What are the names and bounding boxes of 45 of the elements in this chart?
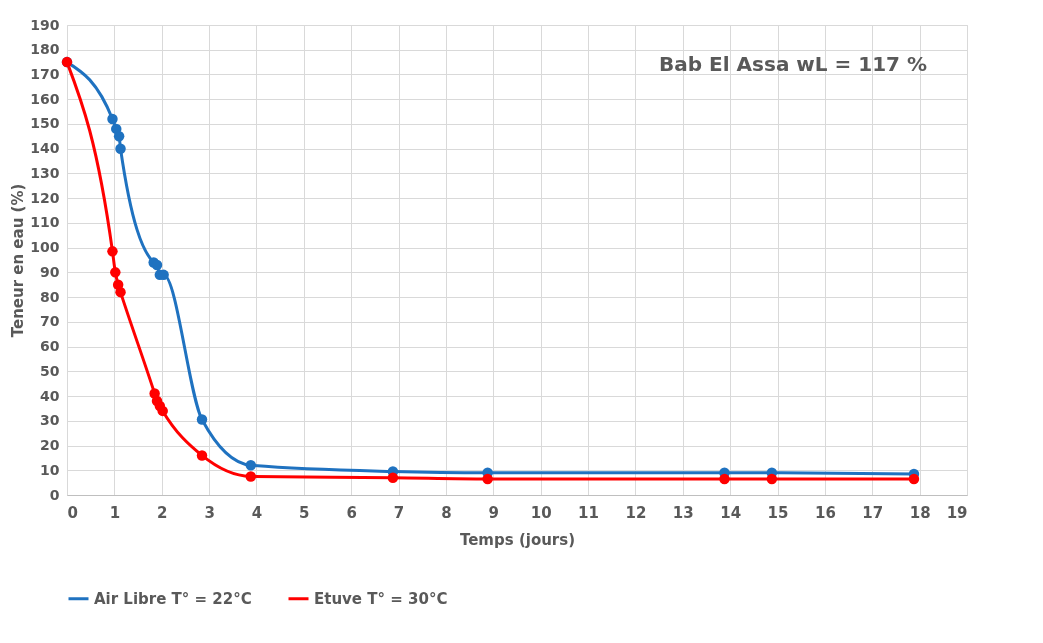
x-tick-label: 12	[625, 503, 647, 522]
legend-label: Etuve T° = 30°C	[314, 589, 448, 608]
x-tick-label: 1	[109, 503, 121, 522]
y-tick-label: 80	[40, 288, 60, 305]
x-axis-title: Temps (jours)	[459, 530, 576, 549]
x-tick-label: 16	[814, 503, 836, 522]
x-tick-label: 7	[393, 503, 405, 522]
y-tick-label: 70	[40, 313, 60, 330]
legend-label: Air Libre T° = 22°C	[94, 589, 252, 608]
annotation: Bab El Assa wL = 117 %	[659, 52, 927, 76]
x-tick-label: 4	[251, 503, 263, 522]
y-tick-label: 160	[30, 90, 60, 107]
x-tick-label: 10	[530, 503, 552, 522]
y-tick-label: 180	[30, 41, 60, 58]
y-tick-label: 90	[40, 263, 60, 280]
y-tick-label: 120	[30, 189, 60, 206]
y-tick-label: 140	[30, 140, 60, 157]
y-axis-title: Teneur en eau (%)	[9, 183, 28, 338]
x-tick-label: 9	[488, 503, 500, 522]
x-tick-label: 14	[720, 503, 742, 522]
x-tick-label: 18	[909, 503, 931, 522]
y-tick-label: 0	[49, 486, 60, 503]
x-tick-label: 19	[946, 503, 968, 522]
y-tick-label: 190	[30, 16, 60, 33]
x-tick-label: 6	[346, 503, 357, 522]
y-tick-label: 60	[40, 338, 60, 355]
y-tick-label: 110	[30, 214, 60, 231]
y-tick-label: 170	[30, 65, 60, 82]
x-tick-label: 11	[578, 503, 599, 522]
x-tick-label: 5	[299, 503, 310, 522]
x-tick-label: 8	[441, 503, 452, 522]
y-tick-label: 100	[30, 239, 60, 256]
y-tick-label: 10	[40, 461, 60, 478]
y-tick-label: 50	[40, 362, 60, 379]
x-tick-label: 13	[672, 503, 694, 522]
y-tick-label: 20	[40, 437, 60, 454]
y-tick-label: 30	[40, 412, 60, 429]
y-tick-label: 40	[40, 387, 60, 404]
x-tick-label: 17	[862, 503, 884, 522]
y-tick-label: 130	[30, 164, 60, 181]
y-tick-label: 150	[30, 115, 60, 132]
x-tick-label: 0	[67, 503, 78, 522]
x-tick-label: 3	[204, 503, 215, 522]
x-tick-label: 2	[157, 503, 168, 522]
x-tick-label: 15	[767, 503, 789, 522]
